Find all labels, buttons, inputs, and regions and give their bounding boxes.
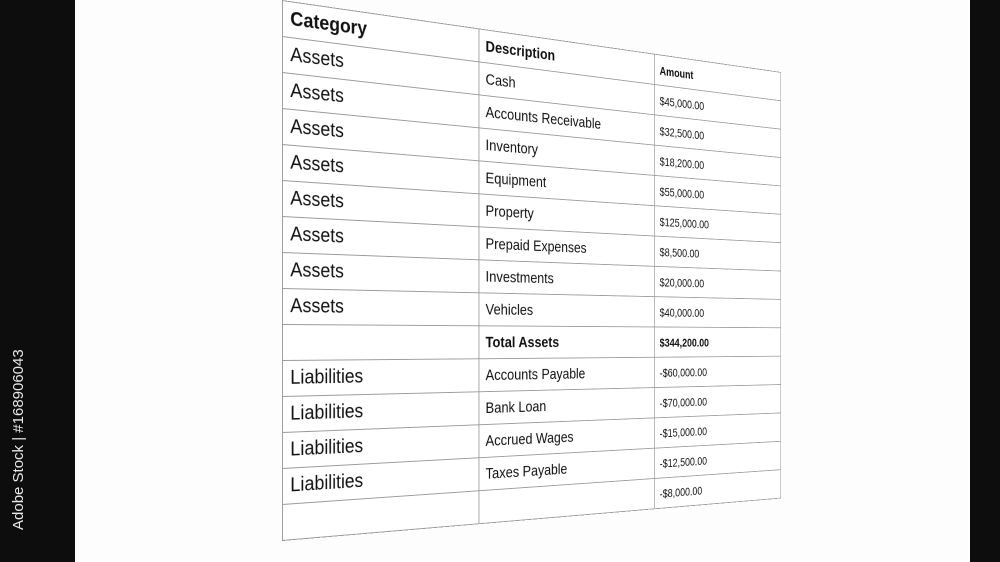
description-cell[interactable]: Vehicles [479, 292, 655, 327]
amount-cell[interactable]: $40,000.00 [654, 296, 781, 328]
description-cell[interactable]: Investments [479, 259, 655, 297]
amount-cell[interactable]: $20,000.00 [654, 266, 781, 300]
description-cell[interactable]: Total Assets [479, 325, 655, 359]
category-cell[interactable]: Assets [282, 252, 480, 293]
balance-table: Category Description Amount Assets Cash $4… [282, 0, 782, 541]
amount-cell[interactable]: $344,200.00 [654, 326, 781, 358]
amount-cell[interactable]: -$60,000.00 [654, 356, 781, 388]
stock-credit: Adobe Stock | #168906043 [10, 349, 27, 530]
description-cell[interactable]: Accounts Payable [479, 357, 655, 392]
category-cell[interactable]: Assets [282, 288, 480, 326]
document-page: Category Description Amount Assets Cash $4… [75, 0, 970, 562]
category-cell[interactable]: Liabilities [282, 358, 480, 397]
perspective-stage: Category Description Amount Assets Cash $4… [75, 0, 970, 562]
table-row: Total Assets $344,200.00 [282, 324, 781, 361]
amount-cell[interactable]: $8,500.00 [654, 236, 781, 272]
category-cell[interactable] [282, 324, 480, 361]
